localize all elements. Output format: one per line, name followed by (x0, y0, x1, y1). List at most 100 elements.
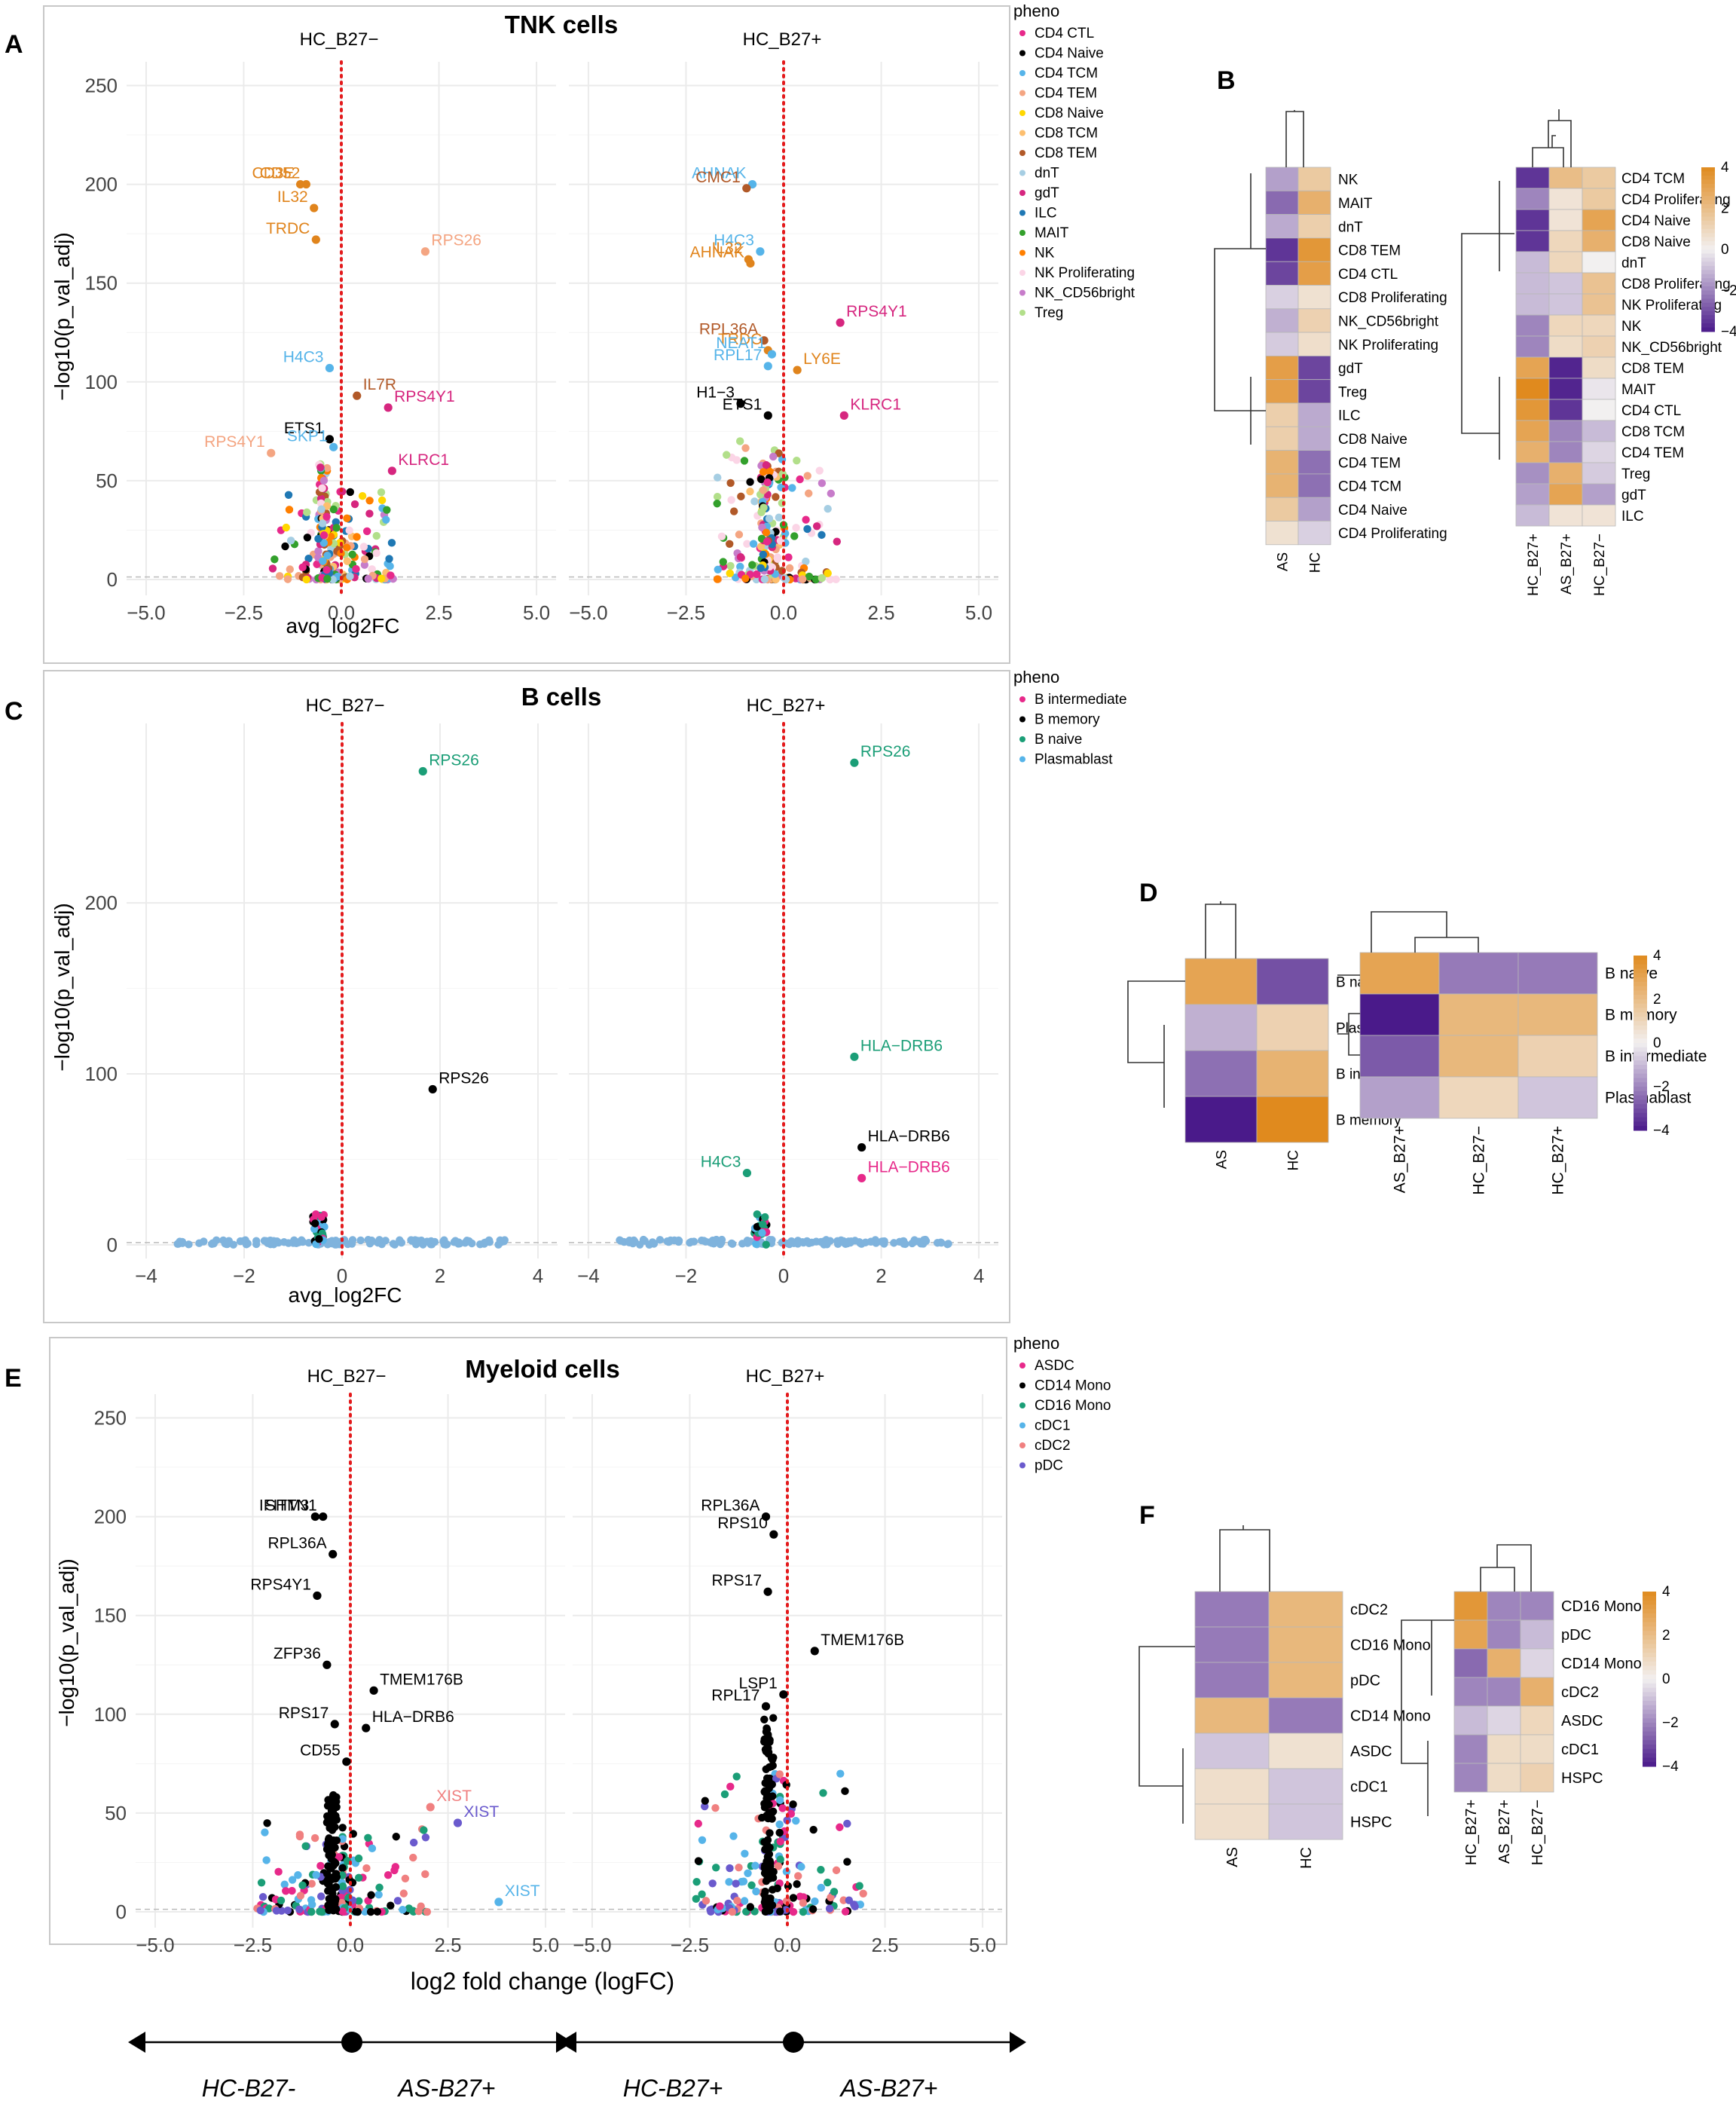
data-point (761, 1787, 769, 1795)
heatmap-row-label: HSPC (1350, 1815, 1392, 1831)
heatmap-cell (1548, 293, 1583, 316)
dendrogram-col (1285, 110, 1304, 167)
colorbar-segment (1701, 183, 1715, 188)
data-point (329, 1907, 338, 1915)
data-point (752, 1240, 760, 1248)
x-tick-label: −5.0 (569, 601, 607, 624)
point-label: CD52 (260, 165, 301, 182)
point-label: XIST (464, 1803, 500, 1821)
legend: pheno CD4 CTL CD4 Naive CD4 TCM CD4 TEM CD8 N… (1013, 2, 1135, 321)
data-point (365, 497, 374, 505)
heatmap-cell (1297, 473, 1331, 498)
heatmap-row-label: CD4 TEM (1338, 455, 1401, 471)
data-point (692, 1877, 701, 1886)
heatmap-cell (1297, 450, 1331, 475)
heatmap-cell (1265, 285, 1299, 310)
labeled-data-point (742, 184, 751, 193)
point-label: LSP1 (738, 1675, 777, 1693)
heatmap-row-label: ASDC (1561, 1713, 1603, 1729)
heatmap-cell (1515, 188, 1550, 210)
heatmap-row-label: CD8 Naive (1621, 234, 1691, 250)
labeled-data-point (761, 1512, 771, 1521)
data-point (728, 1240, 737, 1248)
data-point (262, 1856, 270, 1864)
data-point (294, 1871, 302, 1879)
x-tick-label: 2 (435, 1265, 445, 1287)
volcano-frame (49, 1337, 1007, 1945)
point-label: TMEM176B (821, 1632, 904, 1649)
heatmap-cell (1194, 1697, 1270, 1734)
data-point (476, 1240, 484, 1249)
data-point (323, 1879, 332, 1888)
point-label: RPS10 (717, 1515, 768, 1532)
heatmap-cell (1582, 251, 1616, 274)
colorbar-segment (1701, 233, 1715, 238)
data-point (252, 1240, 261, 1249)
labeled-data-point (769, 1530, 778, 1539)
volcano-title: Myeloid cells (465, 1355, 619, 1383)
facet-label-right: HC_B27+ (743, 29, 822, 50)
heatmap-cell (1582, 335, 1616, 358)
data-point (797, 1862, 805, 1871)
data-point (824, 569, 832, 577)
heatmap-cell (1359, 1076, 1440, 1119)
point-label: RPS4Y1 (846, 303, 907, 320)
heatmap-cell (1487, 1648, 1521, 1678)
heatmap-cell (1268, 1732, 1343, 1769)
colorbar-segment (1634, 1025, 1647, 1031)
data-point (910, 1236, 918, 1244)
heatmap-cell (1438, 1076, 1519, 1119)
labeled-data-point (746, 258, 755, 268)
data-point (717, 532, 726, 541)
colorbar-segment (1701, 319, 1715, 324)
data-point (286, 537, 295, 545)
heatmap-row-label: gdT (1338, 361, 1363, 377)
data-point (729, 1832, 738, 1840)
colorbar-segment (1701, 278, 1715, 283)
data-point (826, 575, 834, 584)
data-point (391, 1863, 400, 1871)
data-point (317, 1213, 326, 1221)
x-axis-label: log2 fold change (logFC) (411, 1968, 674, 1995)
data-point (338, 1835, 347, 1843)
legend-label: B naive (1035, 732, 1082, 748)
data-point (762, 1240, 770, 1249)
data-point (741, 574, 750, 583)
colorbar-segment (1643, 1709, 1656, 1714)
legend-label: Plasmablast (1035, 752, 1113, 768)
colorbar-segment (1634, 981, 1647, 987)
heatmap-cell (1520, 1763, 1554, 1793)
x-tick-label: 0 (778, 1265, 789, 1287)
data-point (345, 526, 353, 535)
data-point (840, 1239, 848, 1247)
heatmap-row-label: CD4 Proliferating (1338, 526, 1447, 542)
colorbar-segment (1634, 959, 1647, 965)
data-point (179, 1239, 187, 1247)
labeled-data-point (418, 766, 427, 776)
heatmap-cell (1487, 1705, 1521, 1735)
labeled-data-point (760, 336, 769, 345)
data-point (258, 1893, 267, 1901)
heatmap-cell (1265, 497, 1299, 521)
data-point (775, 1796, 784, 1805)
data-point (790, 532, 799, 540)
heatmap-row-label: pDC (1350, 1673, 1380, 1690)
colorbar-segment (1701, 188, 1715, 193)
heatmap-cell (1548, 188, 1583, 210)
dendrogram-row (1214, 173, 1266, 445)
data-point (368, 1844, 377, 1853)
data-point (793, 457, 801, 465)
data-point (377, 496, 387, 505)
data-point (792, 524, 800, 532)
data-point (843, 1819, 851, 1828)
data-point (387, 1901, 395, 1910)
data-point (352, 564, 360, 573)
data-point (769, 1714, 778, 1722)
colorbar-tick-label: −4 (1662, 1759, 1679, 1775)
colorbar-segment (1634, 1060, 1647, 1066)
legend-swatch (1019, 190, 1025, 196)
colorbar-tick-label: −2 (1721, 283, 1736, 299)
data-point (298, 1237, 307, 1246)
